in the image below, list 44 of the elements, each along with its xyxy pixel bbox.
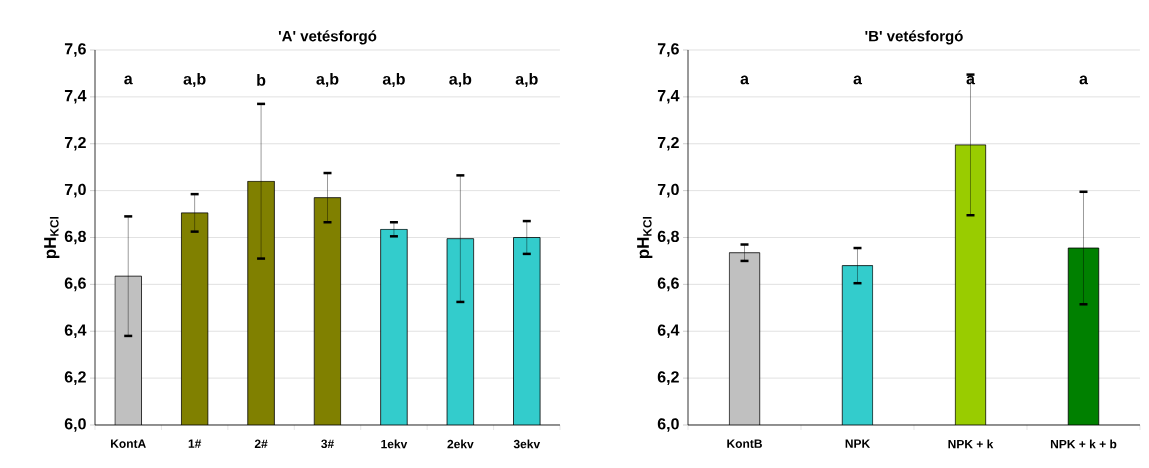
x-tick-label: NPK + k	[948, 439, 994, 449]
x-tick-label: 1#	[188, 439, 202, 448]
y-tick-label: 6,0	[657, 418, 679, 432]
y-tick-label: 6,0	[64, 418, 86, 432]
annotation: a,b	[316, 72, 339, 88]
y-tick-label: 6,8	[657, 230, 679, 245]
y-axis-title: pH$_{KCl}$	[44, 217, 60, 259]
annotation: a,b	[449, 72, 472, 88]
y-tick-label: 6,6	[657, 277, 679, 292]
y-tick-label: 6,6	[64, 277, 86, 292]
annotation: a,b	[515, 72, 538, 88]
y-tick-label: 7,6	[64, 43, 86, 57]
y-tick-label: 6,2	[657, 371, 679, 385]
annotation: b	[257, 74, 266, 86]
x-tick-label: 2#	[254, 439, 268, 448]
y-tick-label: 6,2	[64, 371, 86, 385]
annotation: a	[966, 75, 976, 85]
y-tick-label: 6,4	[657, 324, 680, 339]
y-tick-label: 7,4	[657, 90, 680, 104]
annotation: a	[1079, 75, 1089, 85]
y-tick-label: 6,4	[64, 324, 87, 339]
annotation: a	[124, 75, 133, 85]
y-tick-label: 6,8	[64, 230, 86, 245]
y-tick-label: 7,2	[64, 136, 86, 151]
chart-title: 'A' vetésforgó	[278, 30, 377, 45]
x-tick-label: 3#	[321, 439, 334, 449]
y-tick-label: 7,0	[64, 183, 86, 198]
x-tick-label: 3ekv	[513, 439, 541, 449]
x-tick-label: 2ekv	[447, 439, 474, 449]
y-tick-label: 7,6	[657, 43, 679, 57]
annotation: a,b	[183, 72, 206, 88]
annotation: a,b	[382, 72, 405, 88]
y-tick-label: 7,4	[64, 90, 87, 104]
y-tick-label: 7,0	[657, 183, 679, 198]
x-tick-label: 1ekv	[381, 439, 408, 449]
x-tick-label: KontA	[111, 439, 146, 448]
y-tick-label: 7,2	[657, 136, 679, 151]
annotation: a	[853, 75, 863, 85]
annotation: a	[740, 75, 750, 85]
x-tick-label: NPK	[845, 439, 871, 448]
x-tick-label: NPK + k + b	[1050, 439, 1117, 449]
x-tick-label: KontB	[727, 439, 762, 448]
y-axis-title: pH$_{KCl}$	[637, 217, 653, 259]
chart-title: 'B' vetésforgó	[865, 30, 963, 45]
